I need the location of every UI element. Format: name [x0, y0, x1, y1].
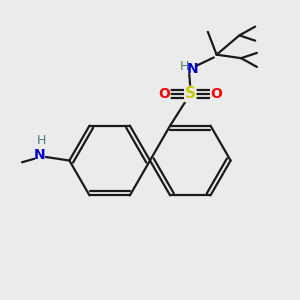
- Text: N: N: [186, 62, 198, 76]
- Text: O: O: [158, 87, 170, 101]
- Text: H: H: [37, 134, 46, 147]
- Text: O: O: [211, 87, 223, 101]
- Text: H: H: [180, 60, 189, 74]
- Text: N: N: [34, 148, 45, 162]
- Text: S: S: [185, 86, 196, 101]
